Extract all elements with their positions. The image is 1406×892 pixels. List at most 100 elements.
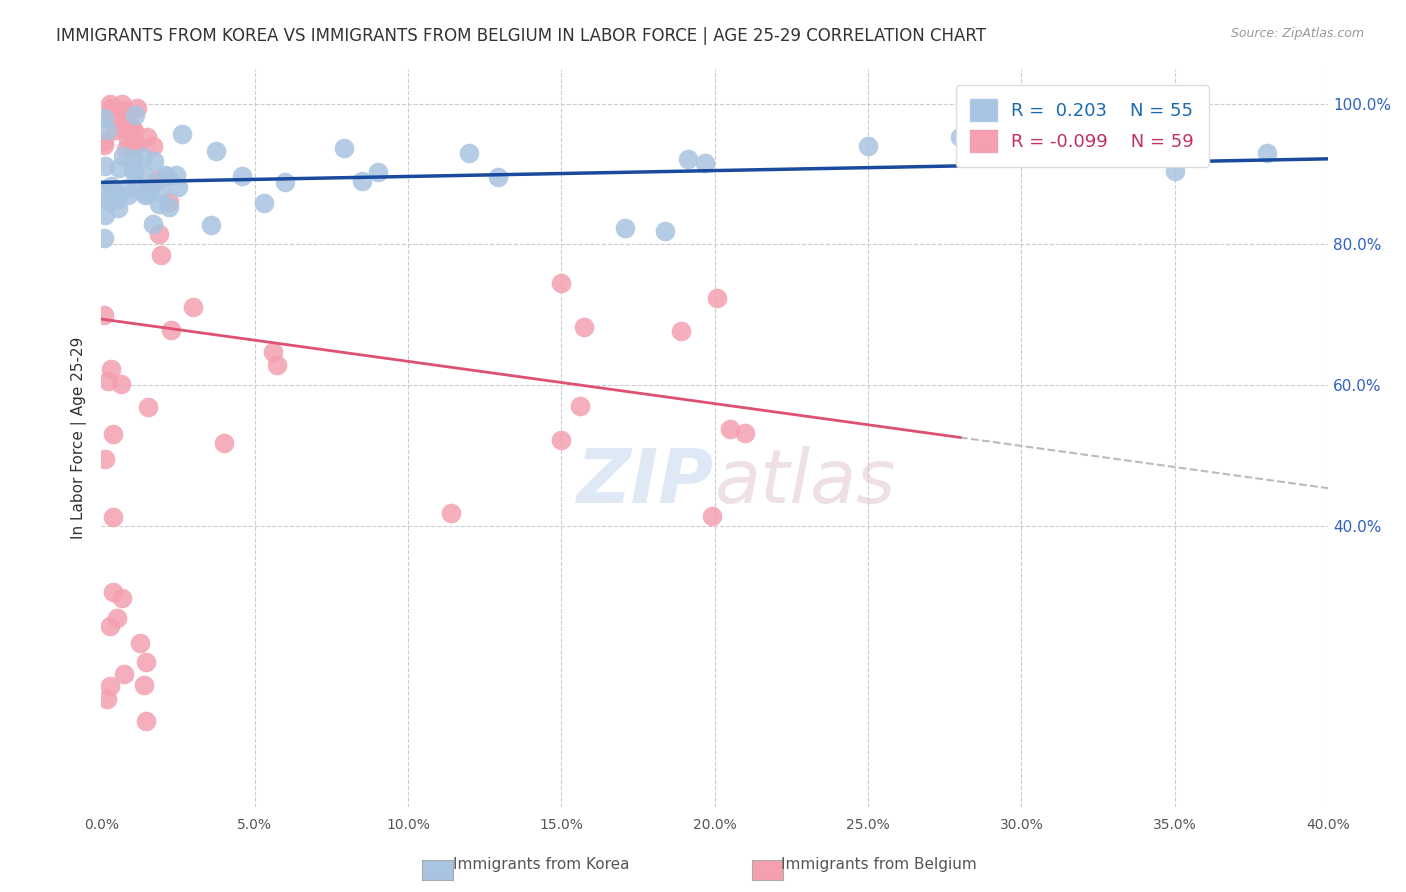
Point xyxy=(111,591,134,606)
Point xyxy=(181,300,204,314)
Point xyxy=(93,308,115,322)
Point xyxy=(1164,164,1187,178)
Point xyxy=(103,510,125,524)
Point xyxy=(107,201,129,215)
Point xyxy=(105,610,128,624)
Point xyxy=(352,173,374,187)
Point xyxy=(122,140,145,154)
Point xyxy=(108,161,131,175)
Point xyxy=(122,152,145,166)
Point xyxy=(143,153,166,168)
Point xyxy=(212,436,235,450)
Point xyxy=(93,137,115,152)
Point xyxy=(138,184,160,198)
Point xyxy=(111,149,134,163)
Point xyxy=(124,108,146,122)
Point xyxy=(101,426,124,441)
Point xyxy=(136,187,159,202)
Point xyxy=(101,182,124,196)
Point xyxy=(132,150,155,164)
Point xyxy=(117,132,139,146)
Point xyxy=(458,145,481,160)
Point xyxy=(142,139,165,153)
Point xyxy=(200,219,222,233)
Point xyxy=(440,506,463,520)
Point xyxy=(367,165,389,179)
Point xyxy=(117,114,139,128)
Point xyxy=(127,101,149,115)
Point xyxy=(266,359,288,373)
Point xyxy=(132,678,155,692)
Point xyxy=(706,291,728,305)
Point xyxy=(253,195,276,210)
Point xyxy=(614,221,637,235)
Point xyxy=(273,175,295,189)
Point xyxy=(100,362,122,376)
Y-axis label: In Labor Force | Age 25-29: In Labor Force | Age 25-29 xyxy=(72,336,87,539)
Point xyxy=(117,188,139,202)
Point xyxy=(93,185,115,199)
Point xyxy=(108,120,131,134)
Text: ZIP: ZIP xyxy=(578,446,714,519)
Point xyxy=(135,656,157,670)
Point xyxy=(1256,145,1278,160)
Point xyxy=(122,161,145,176)
Point xyxy=(486,170,509,185)
Point xyxy=(94,159,117,173)
Point xyxy=(333,141,356,155)
Point xyxy=(98,194,121,208)
Point xyxy=(94,452,117,467)
Point xyxy=(693,156,716,170)
Point xyxy=(96,122,118,136)
Point xyxy=(105,193,128,207)
Point xyxy=(149,184,172,198)
Point xyxy=(134,169,156,183)
Point xyxy=(205,144,228,158)
Point xyxy=(149,247,172,261)
Point xyxy=(142,217,165,231)
Point xyxy=(856,138,879,153)
Point xyxy=(122,165,145,179)
Point xyxy=(93,112,115,126)
Point xyxy=(135,129,157,144)
Point xyxy=(129,636,152,650)
Point xyxy=(262,345,284,359)
Point xyxy=(676,153,699,167)
Point xyxy=(160,323,183,337)
Point xyxy=(550,433,572,447)
Point xyxy=(148,197,170,211)
Point xyxy=(148,227,170,241)
Point xyxy=(127,180,149,194)
Point xyxy=(167,179,190,194)
Point xyxy=(94,208,117,222)
Point xyxy=(136,401,159,415)
Point xyxy=(654,224,676,238)
Legend: R =  0.203    N = 55, R = -0.099    N = 59: R = 0.203 N = 55, R = -0.099 N = 59 xyxy=(956,85,1209,167)
Point xyxy=(115,142,138,156)
Point xyxy=(110,377,132,392)
Point xyxy=(97,374,120,388)
Point xyxy=(718,422,741,436)
Point xyxy=(172,128,194,142)
Point xyxy=(146,173,169,187)
Point xyxy=(117,181,139,195)
Point xyxy=(121,120,143,135)
Point xyxy=(98,679,121,693)
Point xyxy=(96,692,118,706)
Point xyxy=(101,584,124,599)
Point xyxy=(98,619,121,633)
Point xyxy=(135,184,157,198)
Point xyxy=(120,125,142,139)
Point xyxy=(157,194,180,209)
Point xyxy=(100,109,122,123)
Point xyxy=(550,277,572,291)
Text: Immigrants from Korea: Immigrants from Korea xyxy=(453,857,630,872)
Point xyxy=(153,168,176,182)
Point xyxy=(111,96,134,111)
Point xyxy=(100,179,122,194)
Text: Immigrants from Belgium: Immigrants from Belgium xyxy=(780,857,977,872)
Point xyxy=(156,169,179,183)
Point xyxy=(669,324,692,338)
Point xyxy=(93,134,115,148)
Text: Source: ZipAtlas.com: Source: ZipAtlas.com xyxy=(1230,27,1364,40)
